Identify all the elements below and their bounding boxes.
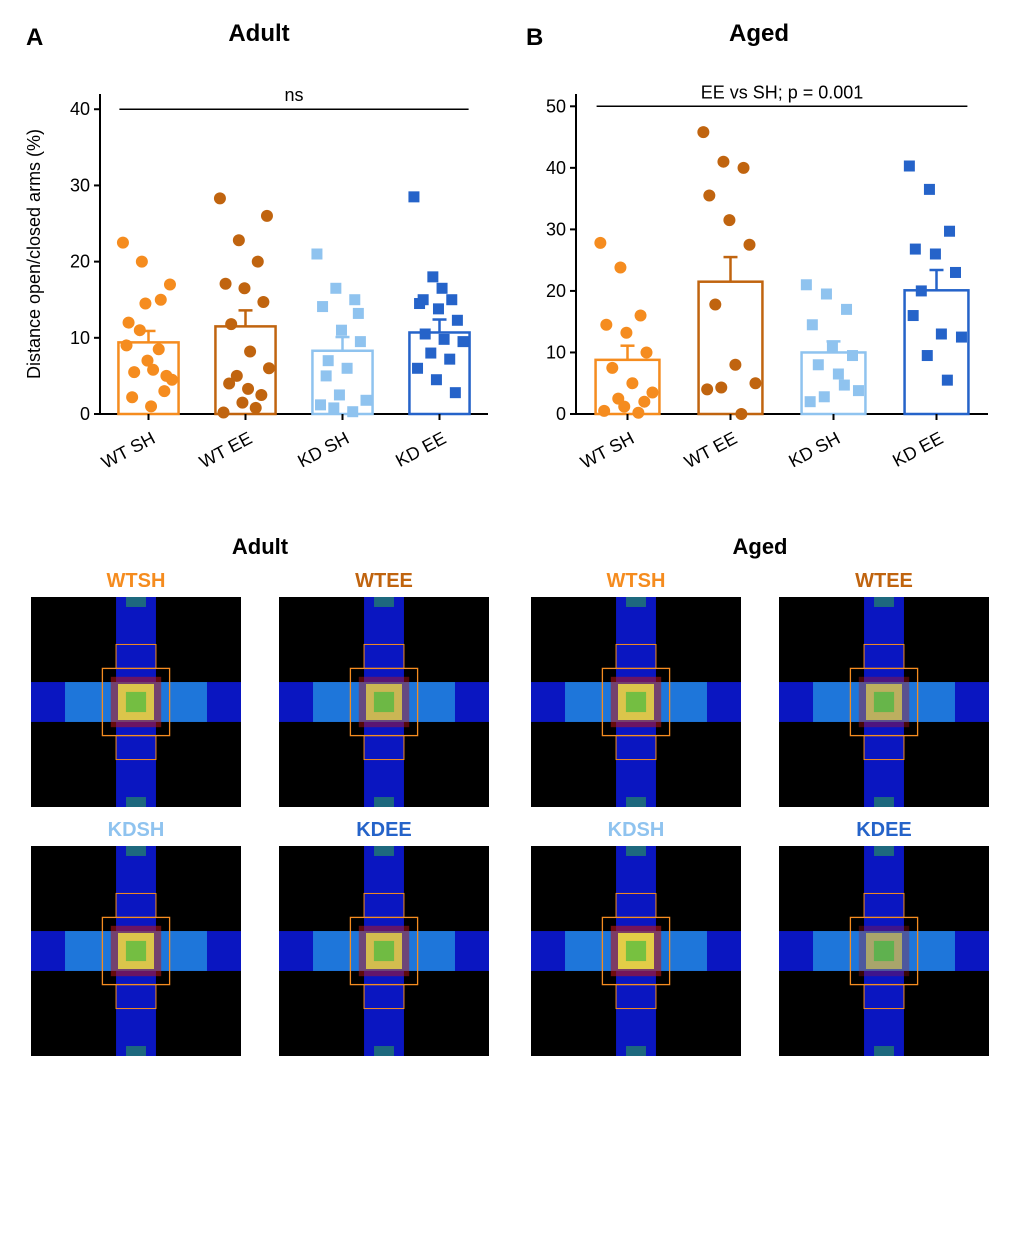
heatmap-cell: WTSH	[531, 570, 741, 807]
svg-text:30: 30	[70, 175, 90, 195]
panel-b-title: Aged	[520, 20, 998, 48]
svg-text:WT SH: WT SH	[98, 428, 158, 473]
heatmap-cell: KDEE	[779, 819, 989, 1056]
heatmaps-aged-title: Aged	[733, 534, 788, 560]
heatmap-svg	[279, 846, 489, 1056]
heatmap-label: WTSH	[31, 570, 241, 593]
heatmap-svg	[31, 846, 241, 1056]
svg-text:50: 50	[546, 96, 566, 116]
svg-text:KD EE: KD EE	[392, 428, 449, 471]
heatmap-cell: KDSH	[531, 819, 741, 1056]
heatmap-label: WTEE	[279, 570, 489, 593]
heatmap-label: KDEE	[779, 819, 989, 842]
heatmaps-aged: Aged WTSH WTEE KDSH KDEE	[520, 510, 1000, 1056]
svg-text:WT EE: WT EE	[196, 428, 255, 472]
heatmaps-adult: Adult WTSH WTEE KDSH KDEE	[20, 510, 500, 1056]
svg-text:WT EE: WT EE	[681, 428, 740, 472]
heatmap-cell: KDEE	[279, 819, 489, 1056]
svg-text:10: 10	[546, 342, 566, 362]
svg-text:0: 0	[80, 404, 90, 424]
panel-b: B Aged 0 10 20 30 40 50 EE vs SH; p = 0.001 WT …	[520, 20, 998, 500]
heatmap-label: KDEE	[279, 819, 489, 842]
svg-text:KD EE: KD EE	[889, 428, 946, 471]
svg-text:20: 20	[546, 281, 566, 301]
svg-text:Distance open/closed arms (%): Distance open/closed arms (%)	[24, 129, 44, 379]
svg-text:KD SH: KD SH	[294, 428, 352, 471]
heatmap-svg	[779, 846, 989, 1056]
svg-text:10: 10	[70, 328, 90, 348]
heatmap-svg	[779, 597, 989, 807]
svg-text:30: 30	[546, 219, 566, 239]
heatmap-svg	[531, 846, 741, 1056]
chart-a-svg: 0 10 20 30 40 Distance open/closed arms (%) ns…	[20, 54, 498, 494]
svg-text:EE vs SH; p = 0.001: EE vs SH; p = 0.001	[701, 82, 864, 102]
svg-text:20: 20	[70, 252, 90, 272]
panel-a: A Adult 0 10 20 30 40 Distance open/closed ar…	[20, 20, 498, 500]
svg-text:ns: ns	[284, 85, 303, 105]
svg-text:WT SH: WT SH	[577, 428, 637, 473]
chart-b-svg: 0 10 20 30 40 50 EE vs SH; p = 0.001 WT SH WT EE…	[520, 54, 998, 494]
heatmap-cell: WTEE	[279, 570, 489, 807]
heatmap-label: WTEE	[779, 570, 989, 593]
svg-text:40: 40	[70, 99, 90, 119]
heatmap-cell: WTEE	[779, 570, 989, 807]
heatmaps-adult-title: Adult	[232, 534, 288, 560]
heatmap-label: WTSH	[531, 570, 741, 593]
svg-text:40: 40	[546, 158, 566, 178]
heatmap-svg	[279, 597, 489, 807]
heatmap-cell: WTSH	[31, 570, 241, 807]
heatmap-label: KDSH	[31, 819, 241, 842]
figure-root: A Adult 0 10 20 30 40 Distance open/closed ar…	[20, 20, 1000, 1056]
heatmap-label: KDSH	[531, 819, 741, 842]
heatmap-cell: KDSH	[31, 819, 241, 1056]
svg-text:KD SH: KD SH	[785, 428, 843, 471]
panel-b-label: B	[526, 24, 543, 52]
svg-text:0: 0	[556, 404, 566, 424]
panel-a-title: Adult	[20, 20, 498, 48]
panel-a-label: A	[26, 24, 43, 52]
heatmap-svg	[31, 597, 241, 807]
heatmap-svg	[531, 597, 741, 807]
